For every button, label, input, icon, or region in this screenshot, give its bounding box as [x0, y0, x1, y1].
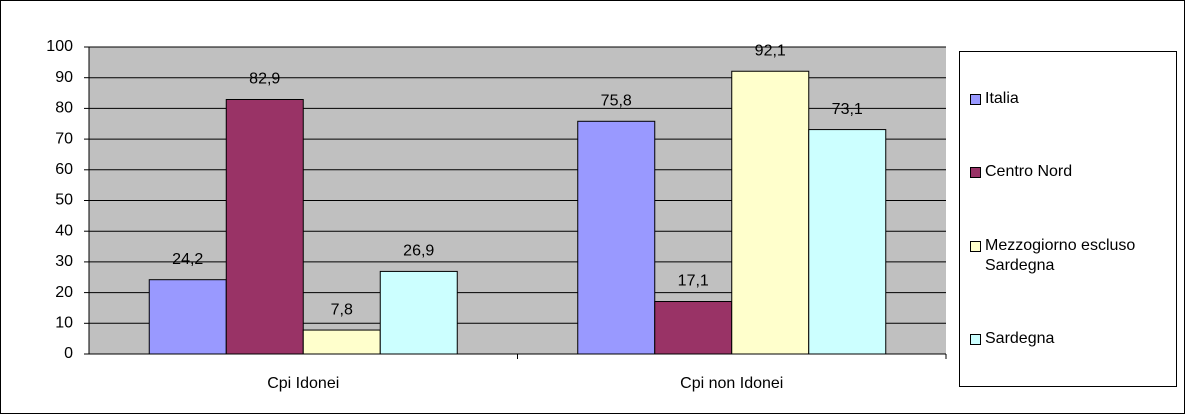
y-tick-label: 90: [55, 69, 73, 86]
y-tick-label: 20: [55, 284, 73, 301]
legend-swatch: [970, 240, 981, 252]
y-tick-label: 30: [55, 253, 73, 270]
legend-swatch: [970, 167, 981, 179]
value-label: 7,8: [331, 301, 353, 318]
x-tick-label: Cpi non Idonei: [680, 375, 783, 392]
bar: [302, 329, 381, 355]
bar: [148, 279, 227, 355]
bar: [225, 98, 304, 355]
bar: [808, 129, 887, 355]
legend-swatch: [970, 93, 981, 105]
bar: [379, 270, 458, 355]
legend: Italia Centro Nord Mezzogiorno escluso Sar…: [959, 51, 1177, 387]
y-tick-label: 50: [55, 192, 73, 209]
legend-label: Mezzogiorno escluso Sardegna: [985, 236, 1136, 274]
y-tick-label: 10: [55, 315, 73, 332]
y-tick-label: 80: [55, 100, 73, 117]
legend-entry: Sardegna: [960, 329, 1176, 349]
legend-entry: Mezzogiorno escluso Sardegna: [960, 236, 1176, 276]
value-label: 24,2: [172, 251, 203, 268]
value-label: 82,9: [249, 71, 280, 88]
value-label: 92,1: [755, 42, 786, 59]
value-label: 73,1: [832, 101, 863, 118]
value-label: 17,1: [678, 273, 709, 290]
bar: [731, 70, 810, 355]
y-tick-label: 60: [55, 161, 73, 178]
legend-entry: Centro Nord: [960, 162, 1176, 182]
legend-swatch: [970, 334, 981, 346]
value-label: 75,8: [601, 93, 632, 110]
legend-label: Centro Nord: [985, 163, 1073, 181]
x-tick-label: Cpi Idonei: [267, 375, 339, 392]
bar: [577, 120, 656, 355]
y-tick-label: 100: [46, 38, 73, 55]
y-tick-label: 0: [64, 345, 73, 362]
y-tick-label: 40: [55, 222, 73, 239]
y-tick-label: 70: [55, 130, 73, 147]
bar: [654, 301, 733, 355]
legend-label: Italia: [985, 89, 1019, 107]
value-label: 26,9: [403, 243, 434, 260]
legend-entry: Italia: [960, 89, 1176, 109]
legend-label: Sardegna: [985, 330, 1055, 348]
